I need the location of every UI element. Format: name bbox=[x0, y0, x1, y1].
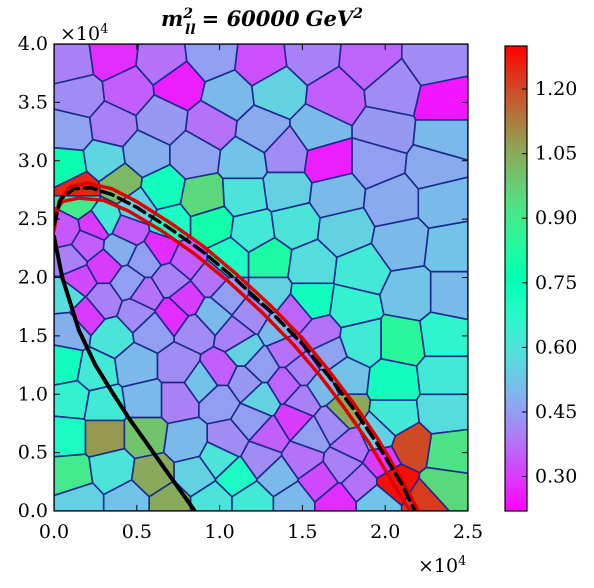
contour-black-solid-lower bbox=[54, 234, 197, 511]
voronoi-cell bbox=[425, 428, 468, 475]
x-tick-label: 1.0 bbox=[204, 521, 234, 543]
voronoi-cell bbox=[54, 415, 87, 458]
colorbar-tick-label: 1.20 bbox=[535, 78, 577, 100]
y-tick-label: 0.0 bbox=[18, 500, 48, 522]
colorbar-tick-label: 0.90 bbox=[535, 207, 577, 229]
contour-red-outer bbox=[54, 181, 421, 511]
y-tick-label: 0.5 bbox=[18, 442, 48, 464]
colorbar-tick-label: 0.60 bbox=[535, 336, 577, 358]
voronoi-cell bbox=[423, 220, 468, 273]
voronoi-cells bbox=[54, 44, 468, 511]
x-tick-label: 2.0 bbox=[370, 521, 400, 543]
voronoi-cell bbox=[415, 355, 468, 396]
colorbar-tick-label: 1.05 bbox=[535, 143, 577, 165]
voronoi-cell bbox=[322, 446, 364, 485]
x-axis-multiplier: ×104 bbox=[418, 554, 466, 578]
y-tick-label: 2.5 bbox=[18, 208, 48, 230]
voronoi-cell bbox=[419, 311, 468, 358]
y-tick-label: 4.0 bbox=[18, 33, 48, 55]
voronoi-cell bbox=[313, 404, 351, 447]
y-tick-label: 3.5 bbox=[18, 91, 48, 113]
voronoi-cell bbox=[54, 379, 91, 420]
contour-lines bbox=[54, 181, 421, 511]
colorbar-tick-label: 0.45 bbox=[535, 401, 577, 423]
voronoi-cell bbox=[366, 357, 421, 401]
contour-red-inner bbox=[54, 196, 412, 511]
voronoi-cell bbox=[183, 359, 219, 404]
x-tick-label: 0.5 bbox=[122, 521, 152, 543]
x-tick-label: 2.5 bbox=[453, 521, 483, 543]
chart-title: m2 ll = 60000 GeV2 bbox=[161, 6, 363, 38]
x-axis: 0.0 0.5 1.0 1.5 2.0 2.5 bbox=[39, 44, 483, 543]
y-tick-label: 3.0 bbox=[18, 150, 48, 172]
voronoi-cell bbox=[380, 313, 426, 367]
voronoi-cell bbox=[240, 440, 283, 480]
voronoi-cell bbox=[198, 441, 240, 480]
voronoi-cell bbox=[102, 232, 138, 268]
voronoi-cell bbox=[229, 402, 273, 442]
colorbar bbox=[504, 45, 528, 512]
y-tick-label: 2.0 bbox=[18, 267, 48, 289]
colorbar-tick-label: 0.30 bbox=[535, 466, 577, 488]
x-tick-label: 0.0 bbox=[39, 521, 69, 543]
colorbar-axis: 0.30 0.45 0.60 0.75 0.90 1.05 1.20 bbox=[522, 78, 577, 488]
voronoi-cell bbox=[57, 264, 98, 298]
voronoi-cell bbox=[227, 365, 263, 404]
colorbar-tick-label: 0.75 bbox=[535, 272, 577, 294]
y-tick-label: 1.5 bbox=[18, 325, 48, 347]
voronoi-cell bbox=[68, 295, 106, 337]
y-tick-label: 1.0 bbox=[18, 383, 48, 405]
x-tick-label: 1.5 bbox=[287, 521, 317, 543]
y-axis: 0.0 0.5 1.0 1.5 2.0 2.5 3.0 3.5 4.0 bbox=[18, 33, 468, 522]
voronoi-cell bbox=[154, 296, 190, 338]
y-axis-multiplier: ×104 bbox=[60, 22, 108, 46]
